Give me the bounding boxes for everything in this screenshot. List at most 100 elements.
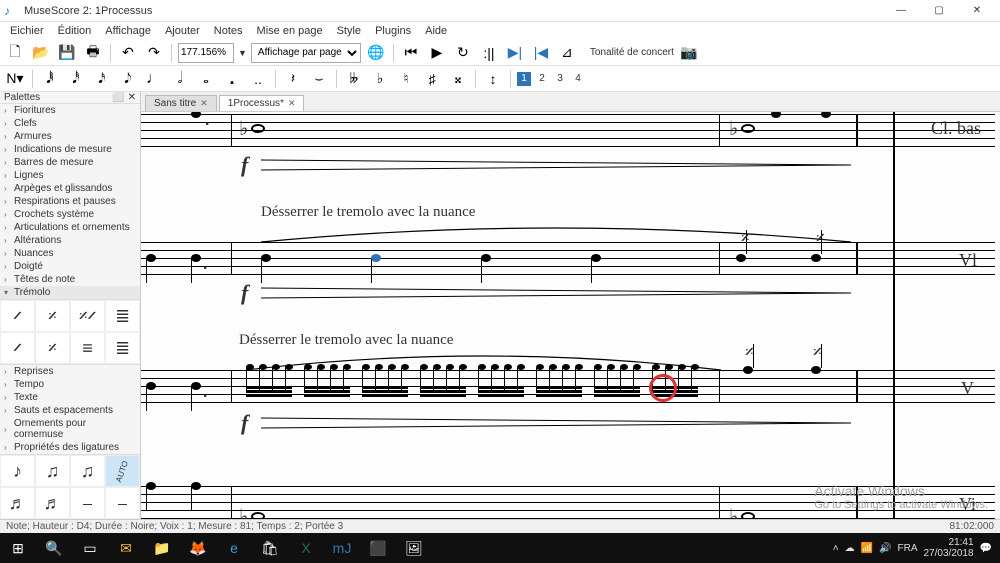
sharp-button[interactable]: ♯ — [421, 68, 443, 90]
tremolo-cell-8[interactable]: ≣ — [105, 332, 140, 364]
volume-icon[interactable]: 🔊 — [879, 543, 891, 554]
tremolo-cell-7[interactable]: ≡ — [70, 332, 105, 364]
tremolo-cell-2[interactable]: 𝄎 — [35, 300, 70, 332]
duration-8[interactable]: 𝅘𝅥𝅮 — [117, 68, 139, 90]
flip-button[interactable]: ↕ — [482, 68, 504, 90]
metronome-button[interactable]: ⊿ — [556, 42, 578, 64]
score-canvas[interactable]: . ♭ ♭ f Cl. bas Désserrer le tremolo ave… — [141, 112, 1000, 519]
tab-processus[interactable]: 1Processus*✕ — [219, 95, 305, 111]
tab-untitled[interactable]: Sans titre✕ — [145, 95, 217, 111]
palette-item[interactable]: ›Armures — [0, 130, 140, 143]
menu-add[interactable]: Ajouter — [159, 23, 206, 39]
tie-button[interactable]: ⌣ — [308, 68, 330, 90]
repeat-button[interactable]: :|| — [478, 42, 500, 64]
redo-button[interactable]: ↷ — [143, 42, 165, 64]
undo-button[interactable]: ↶ — [117, 42, 139, 64]
voice-2[interactable]: 2 — [535, 72, 549, 86]
double-dot-button[interactable]: .. — [247, 68, 269, 90]
palette-item[interactable]: ›Texte — [0, 391, 140, 404]
palette-item[interactable]: ›Indications de mesure — [0, 143, 140, 156]
edge-icon[interactable]: e — [216, 533, 252, 563]
menu-style[interactable]: Style — [331, 23, 367, 39]
clock[interactable]: 21:41 27/03/2018 — [923, 537, 973, 559]
palette-item[interactable]: ›Têtes de note — [0, 273, 140, 286]
taskview-icon[interactable]: ▭ — [72, 533, 108, 563]
start-button[interactable]: ⊞ — [0, 533, 36, 563]
palette-undock-icon[interactable]: ⬜ ✕ — [112, 92, 136, 103]
musescore-icon[interactable]: mJ — [324, 533, 360, 563]
language-indicator[interactable]: FRA — [897, 543, 917, 554]
palette-item[interactable]: ›Reprises — [0, 365, 140, 378]
beam-cell-7[interactable]: ⎯ — [70, 487, 105, 519]
tremolo-cell-1[interactable]: 𝄍 — [0, 300, 35, 332]
beam-cell-8[interactable]: ⎯ — [105, 487, 140, 519]
palette-item[interactable]: ›Doigté — [0, 260, 140, 273]
duration-64[interactable]: 𝅘𝅥𝅱 — [39, 68, 61, 90]
beam-cell-5[interactable]: ♬ — [0, 487, 35, 519]
duration-2[interactable]: 𝅗𝅥 — [169, 68, 191, 90]
menu-layout[interactable]: Mise en page — [251, 23, 329, 39]
flat-button[interactable]: ♭ — [369, 68, 391, 90]
palette-item[interactable]: ›Nuances — [0, 247, 140, 260]
rest-button[interactable]: 𝄽 — [282, 68, 304, 90]
palette-item[interactable]: ›Articulations et ornements — [0, 221, 140, 234]
tremolo-cell-6[interactable]: 𝄎 — [35, 332, 70, 364]
palette-item[interactable]: ›Altérations — [0, 234, 140, 247]
beam-cell-2[interactable]: ♫ — [35, 455, 70, 487]
voice-1[interactable]: 1 — [517, 72, 531, 86]
print-button[interactable]: 🖶 — [82, 42, 104, 64]
duration-4[interactable]: ♩ — [143, 68, 165, 90]
double-sharp-button[interactable]: 𝄪 — [447, 68, 469, 90]
palette-item[interactable]: ›Arpèges et glissandos — [0, 182, 140, 195]
tray-up-icon[interactable]: ˄ — [833, 543, 839, 554]
palette-item[interactable]: ›Tempo — [0, 378, 140, 391]
rewind-button[interactable]: ⏮ — [400, 42, 422, 64]
open-button[interactable]: 📂 — [30, 42, 52, 64]
menu-notes[interactable]: Notes — [208, 23, 249, 39]
palette-item[interactable]: ›Barres de mesure — [0, 156, 140, 169]
concert-pitch-label[interactable]: Tonalité de concert — [590, 47, 674, 58]
new-button[interactable]: 🗋 — [4, 42, 26, 64]
menu-view[interactable]: Affichage — [99, 23, 157, 39]
palette-item[interactable]: ›Clefs — [0, 117, 140, 130]
menu-edit[interactable]: Édition — [52, 23, 98, 39]
loop-out-button[interactable]: |◀ — [530, 42, 552, 64]
photos-icon[interactable]: 🖼 — [396, 533, 432, 563]
close-button[interactable]: ✕ — [958, 0, 996, 22]
dot-button[interactable]: . — [221, 68, 243, 90]
beam-cell-4[interactable]: AUTO — [105, 455, 140, 487]
loop-in-button[interactable]: ▶| — [504, 42, 526, 64]
mail-icon[interactable]: ✉ — [108, 533, 144, 563]
app-icon[interactable]: ⬛ — [360, 533, 396, 563]
close-icon[interactable]: ✕ — [288, 98, 296, 109]
store-icon[interactable]: 🛍 — [252, 533, 288, 563]
camera-button[interactable]: 📷 — [678, 42, 700, 64]
explorer-icon[interactable]: 📁 — [144, 533, 180, 563]
duration-32[interactable]: 𝅘𝅥𝅰 — [65, 68, 87, 90]
tremolo-cell-5[interactable]: 𝄍 — [0, 332, 35, 364]
web-button[interactable]: 🌐 — [365, 42, 387, 64]
menu-help[interactable]: Aide — [419, 23, 453, 39]
palette-item[interactable]: ›Sauts et espacements — [0, 404, 140, 417]
beam-cell-6[interactable]: ♬ — [35, 487, 70, 519]
search-icon[interactable]: 🔍 — [36, 533, 72, 563]
save-button[interactable]: 💾 — [56, 42, 78, 64]
minimize-button[interactable]: — — [882, 0, 920, 22]
palette-item[interactable]: ›Ornements pour cornemuse — [0, 417, 140, 441]
close-icon[interactable]: ✕ — [200, 98, 208, 109]
double-flat-button[interactable]: 𝄫 — [343, 68, 365, 90]
note-input-button[interactable]: N▾ — [4, 68, 26, 90]
cloud-icon[interactable]: ☁ — [845, 543, 855, 554]
palette-item[interactable]: ›Crochets système — [0, 208, 140, 221]
menu-file[interactable]: Eichier — [4, 23, 50, 39]
play-button[interactable]: ▶ — [426, 42, 448, 64]
beam-cell-1[interactable]: ♪ — [0, 455, 35, 487]
palette-item-tremolo[interactable]: ▾Trémolo — [0, 286, 140, 299]
excel-icon[interactable]: X — [288, 533, 324, 563]
beam-cell-3[interactable]: ♫ — [70, 455, 105, 487]
loop-button[interactable]: ↻ — [452, 42, 474, 64]
duration-1[interactable]: 𝅝 — [195, 68, 217, 90]
palette-item[interactable]: ›Propriétés des ligatures — [0, 441, 140, 454]
duration-16[interactable]: 𝅘𝅥𝅯 — [91, 68, 113, 90]
maximize-button[interactable]: ▢ — [920, 0, 958, 22]
